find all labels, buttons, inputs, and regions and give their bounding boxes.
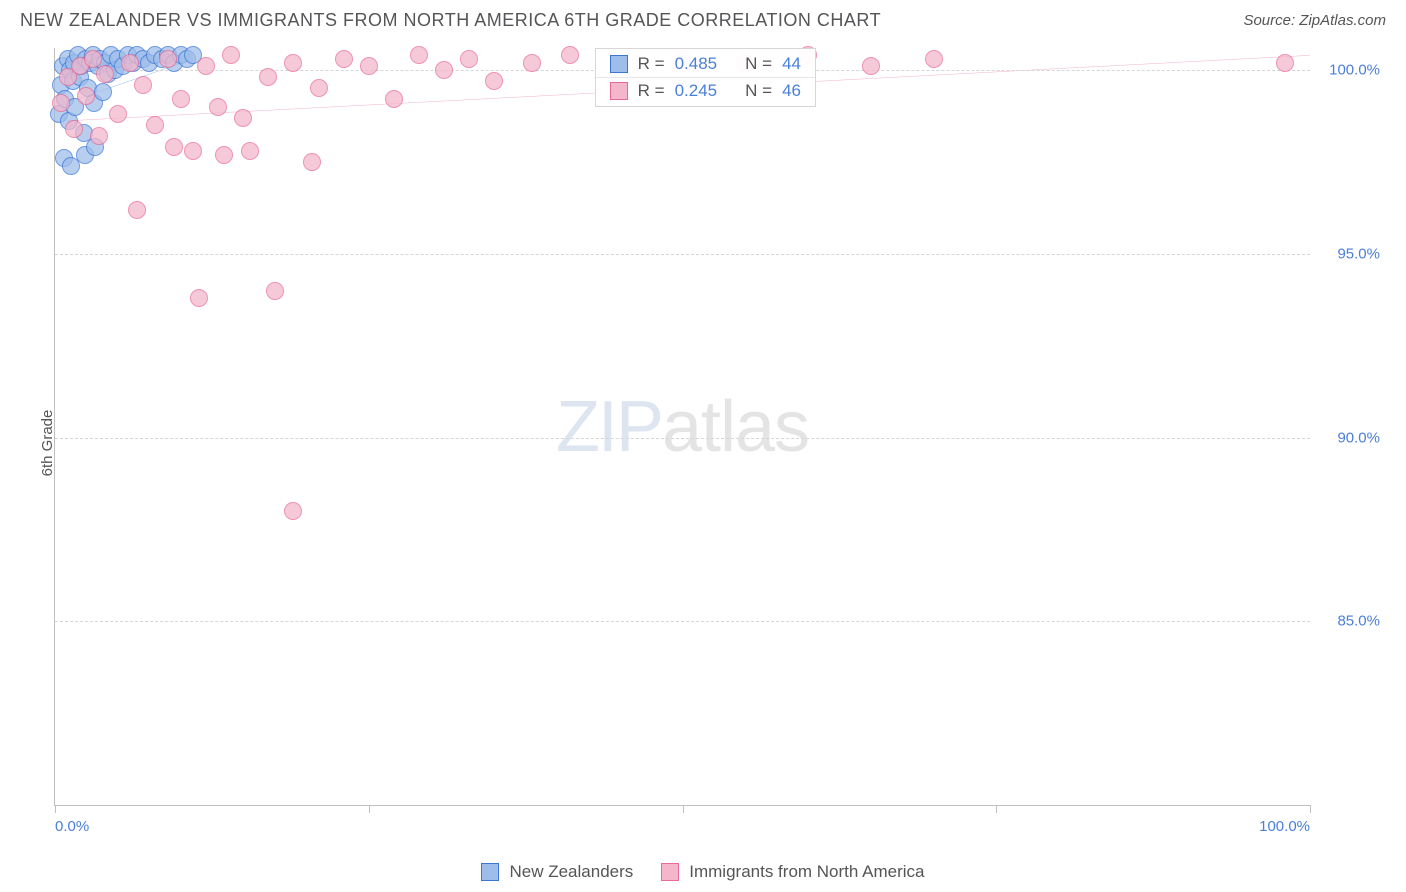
data-point	[234, 109, 252, 127]
data-point	[284, 54, 302, 72]
stats-row: R = 0.485 N = 44	[596, 51, 815, 77]
stats-box: R = 0.485 N = 44 R = 0.245 N = 46	[595, 48, 816, 107]
data-point	[134, 76, 152, 94]
gridline-h	[55, 438, 1310, 439]
data-point	[460, 50, 478, 68]
x-tick	[55, 805, 56, 813]
chart-source: Source: ZipAtlas.com	[1243, 12, 1386, 29]
stats-swatch	[610, 82, 628, 100]
gridline-h	[55, 621, 1310, 622]
stats-r-label: R =	[638, 81, 665, 101]
watermark: ZIPatlas	[556, 386, 809, 468]
data-point	[159, 50, 177, 68]
data-point	[84, 50, 102, 68]
data-point	[385, 90, 403, 108]
x-tick-label: 100.0%	[1259, 818, 1310, 835]
data-point	[266, 282, 284, 300]
data-point	[121, 54, 139, 72]
data-point	[96, 65, 114, 83]
data-point	[310, 79, 328, 97]
gridline-h	[55, 254, 1310, 255]
data-point	[94, 83, 112, 101]
y-tick-label: 85.0%	[1337, 613, 1380, 630]
chart-area: 6th Grade ZIPatlas 85.0%90.0%95.0%100.0%…	[18, 44, 1390, 842]
data-point	[146, 116, 164, 134]
data-point	[90, 127, 108, 145]
stats-n-label: N =	[745, 81, 772, 101]
data-point	[259, 68, 277, 86]
data-point	[410, 46, 428, 64]
watermark-atlas: atlas	[662, 387, 809, 467]
data-point	[485, 72, 503, 90]
legend-swatch	[481, 863, 499, 881]
y-tick-label: 95.0%	[1337, 245, 1380, 262]
data-point	[862, 57, 880, 75]
data-point	[241, 142, 259, 160]
y-tick-label: 100.0%	[1329, 62, 1380, 79]
legend-item: Immigrants from North America	[661, 862, 924, 882]
data-point	[925, 50, 943, 68]
data-point	[284, 502, 302, 520]
data-point	[128, 201, 146, 219]
plot-region: ZIPatlas 85.0%90.0%95.0%100.0%0.0%100.0%…	[54, 48, 1310, 806]
stats-r-label: R =	[638, 54, 665, 74]
data-point	[165, 138, 183, 156]
x-tick	[996, 805, 997, 813]
legend-label: New Zealanders	[509, 862, 633, 882]
x-tick	[1310, 805, 1311, 813]
stats-swatch	[610, 55, 628, 73]
data-point	[360, 57, 378, 75]
stats-r-value: 0.485	[675, 54, 718, 74]
data-point	[52, 94, 70, 112]
stats-row: R = 0.245 N = 46	[596, 77, 815, 104]
data-point	[335, 50, 353, 68]
x-tick	[369, 805, 370, 813]
legend-swatch	[661, 863, 679, 881]
data-point	[523, 54, 541, 72]
data-point	[109, 105, 127, 123]
data-point	[209, 98, 227, 116]
data-point	[184, 142, 202, 160]
x-tick-label: 0.0%	[55, 818, 89, 835]
data-point	[65, 120, 83, 138]
data-point	[215, 146, 233, 164]
x-tick	[683, 805, 684, 813]
data-point	[222, 46, 240, 64]
data-point	[77, 87, 95, 105]
stats-n-value: 46	[782, 81, 801, 101]
data-point	[1276, 54, 1294, 72]
data-point	[190, 289, 208, 307]
y-tick-label: 90.0%	[1337, 429, 1380, 446]
data-point	[197, 57, 215, 75]
stats-n-label: N =	[745, 54, 772, 74]
legend-item: New Zealanders	[481, 862, 633, 882]
data-point	[435, 61, 453, 79]
legend: New Zealanders Immigrants from North Amer…	[0, 862, 1406, 882]
data-point	[561, 46, 579, 64]
watermark-zip: ZIP	[556, 387, 662, 467]
stats-r-value: 0.245	[675, 81, 718, 101]
trend-lines	[55, 48, 1310, 805]
stats-n-value: 44	[782, 54, 801, 74]
data-point	[303, 153, 321, 171]
legend-label: Immigrants from North America	[689, 862, 924, 882]
chart-title: NEW ZEALANDER VS IMMIGRANTS FROM NORTH A…	[20, 10, 881, 31]
chart-header: NEW ZEALANDER VS IMMIGRANTS FROM NORTH A…	[0, 0, 1406, 39]
data-point	[172, 90, 190, 108]
